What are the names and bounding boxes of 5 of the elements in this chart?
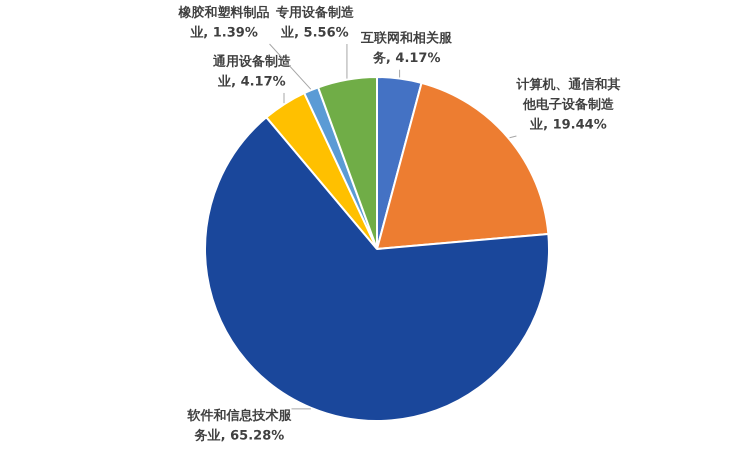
- slice-label: 橡胶和塑料制品业, 1.39%: [178, 4, 270, 40]
- slice-label: 计算机、通信和其他电子设备制造业, 19.44%: [515, 76, 620, 132]
- slice-label: 专用设备制造业, 5.56%: [274, 4, 355, 40]
- slice-label: 互联网和相关服务, 4.17%: [360, 30, 454, 66]
- slice-label: 软件和信息技术服务业, 65.28%: [186, 407, 292, 444]
